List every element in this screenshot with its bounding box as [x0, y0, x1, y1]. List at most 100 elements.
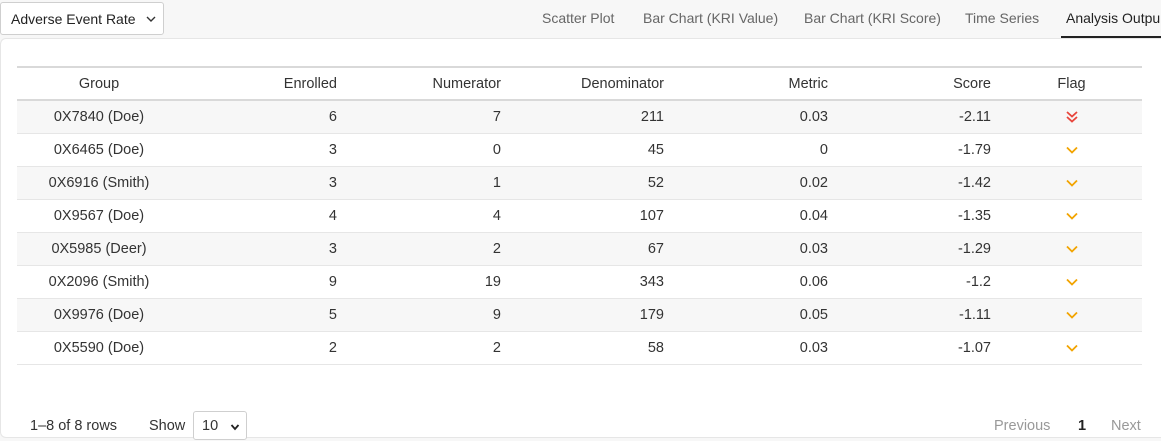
chevron-down-icon [145, 13, 157, 25]
cell-denominator: 107 [511, 200, 674, 233]
table-row[interactable]: 0X6916 (Smith) 3 1 52 0.02 -1.42 [17, 167, 1142, 200]
tab-bar-chart-kri-value[interactable]: Bar Chart (KRI Value) [643, 10, 778, 26]
cell-metric: 0 [674, 134, 838, 167]
table-header-row: Group Enrolled Numerator Denominator Met… [17, 67, 1142, 100]
cell-metric: 0.02 [674, 167, 838, 200]
cell-numerator: 0 [347, 134, 511, 167]
cell-group: 0X9567 (Doe) [17, 200, 181, 233]
cell-denominator: 179 [511, 299, 674, 332]
cell-enrolled: 9 [181, 266, 347, 299]
page-size-value: 10 [202, 418, 218, 434]
tab-scatter-plot[interactable]: Scatter Plot [542, 10, 614, 26]
cell-group: 0X5590 (Doe) [17, 332, 181, 365]
cell-numerator: 9 [347, 299, 511, 332]
cell-group: 0X6916 (Smith) [17, 167, 181, 200]
column-header-group[interactable]: Group [17, 67, 181, 100]
cell-score: -1.42 [838, 167, 1001, 200]
cell-enrolled: 3 [181, 233, 347, 266]
chevron-down-icon [230, 422, 240, 432]
table-body: 0X7840 (Doe) 6 7 211 0.03 -2.11 0X6465 (Doe) 3 0… [17, 100, 1142, 365]
cell-flag [1001, 134, 1142, 167]
cell-denominator: 58 [511, 332, 674, 365]
cell-flag [1001, 266, 1142, 299]
cell-metric: 0.05 [674, 299, 838, 332]
cell-numerator: 7 [347, 100, 511, 134]
cell-numerator: 2 [347, 332, 511, 365]
cell-flag [1001, 200, 1142, 233]
cell-score: -1.29 [838, 233, 1001, 266]
top-bar: Adverse Event Rate Scatter Plot Bar Char… [0, 0, 1161, 38]
chevron-down-icon [1065, 143, 1079, 157]
tab-bar-chart-kri-score[interactable]: Bar Chart (KRI Score) [804, 10, 941, 26]
cell-group: 0X2096 (Smith) [17, 266, 181, 299]
previous-page-button[interactable]: Previous [994, 418, 1050, 434]
table-row[interactable]: 0X6465 (Doe) 3 0 45 0 -1.79 [17, 134, 1142, 167]
column-header-metric[interactable]: Metric [674, 67, 838, 100]
cell-enrolled: 6 [181, 100, 347, 134]
cell-group: 0X6465 (Doe) [17, 134, 181, 167]
cell-denominator: 343 [511, 266, 674, 299]
cell-score: -1.79 [838, 134, 1001, 167]
double-chevron-down-icon [1065, 110, 1079, 124]
cell-score: -2.11 [838, 100, 1001, 134]
cell-flag [1001, 299, 1142, 332]
cell-denominator: 67 [511, 233, 674, 266]
cell-numerator: 1 [347, 167, 511, 200]
cell-denominator: 52 [511, 167, 674, 200]
cell-score: -1.07 [838, 332, 1001, 365]
metric-dropdown-value: Adverse Event Rate [11, 11, 136, 27]
table-row[interactable]: 0X7840 (Doe) 6 7 211 0.03 -2.11 [17, 100, 1142, 134]
cell-flag [1001, 332, 1142, 365]
analysis-table: Group Enrolled Numerator Denominator Met… [17, 66, 1142, 365]
column-header-numerator[interactable]: Numerator [347, 67, 511, 100]
cell-metric: 0.03 [674, 100, 838, 134]
column-header-flag[interactable]: Flag [1001, 67, 1142, 100]
chevron-down-icon [1065, 176, 1079, 190]
table-row[interactable]: 0X2096 (Smith) 9 19 343 0.06 -1.2 [17, 266, 1142, 299]
cell-metric: 0.03 [674, 233, 838, 266]
cell-group: 0X5985 (Deer) [17, 233, 181, 266]
column-header-enrolled[interactable]: Enrolled [181, 67, 347, 100]
cell-denominator: 45 [511, 134, 674, 167]
cell-metric: 0.04 [674, 200, 838, 233]
cell-denominator: 211 [511, 100, 674, 134]
cell-score: -1.35 [838, 200, 1001, 233]
column-header-score[interactable]: Score [838, 67, 1001, 100]
cell-enrolled: 3 [181, 134, 347, 167]
table-row[interactable]: 0X5590 (Doe) 2 2 58 0.03 -1.07 [17, 332, 1142, 365]
table-footer: 1–8 of 8 rows Show 10 Previous 1 Next [1, 411, 1161, 441]
cell-flag [1001, 167, 1142, 200]
chevron-down-icon [1065, 242, 1079, 256]
column-header-denominator[interactable]: Denominator [511, 67, 674, 100]
cell-group: 0X9976 (Doe) [17, 299, 181, 332]
chevron-down-icon [1065, 308, 1079, 322]
cell-flag [1001, 100, 1142, 134]
chevron-down-icon [1065, 209, 1079, 223]
table-row[interactable]: 0X5985 (Deer) 3 2 67 0.03 -1.29 [17, 233, 1142, 266]
tab-analysis-output[interactable]: Analysis Outpu [1066, 10, 1160, 26]
cell-metric: 0.06 [674, 266, 838, 299]
tab-time-series[interactable]: Time Series [965, 10, 1039, 26]
chevron-down-icon [1065, 275, 1079, 289]
cell-score: -1.2 [838, 266, 1001, 299]
table-row[interactable]: 0X9567 (Doe) 4 4 107 0.04 -1.35 [17, 200, 1142, 233]
page-size-select[interactable]: 10 [193, 411, 247, 440]
next-page-button[interactable]: Next [1111, 418, 1141, 434]
cell-group: 0X7840 (Doe) [17, 100, 181, 134]
cell-enrolled: 2 [181, 332, 347, 365]
metric-dropdown[interactable]: Adverse Event Rate [0, 2, 164, 35]
cell-flag [1001, 233, 1142, 266]
cell-metric: 0.03 [674, 332, 838, 365]
cell-enrolled: 3 [181, 167, 347, 200]
cell-numerator: 19 [347, 266, 511, 299]
rows-info: 1–8 of 8 rows [30, 418, 117, 434]
cell-score: -1.11 [838, 299, 1001, 332]
cell-enrolled: 5 [181, 299, 347, 332]
analysis-output-panel: Group Enrolled Numerator Denominator Met… [0, 38, 1161, 438]
table-row[interactable]: 0X9976 (Doe) 5 9 179 0.05 -1.11 [17, 299, 1142, 332]
cell-numerator: 4 [347, 200, 511, 233]
cell-enrolled: 4 [181, 200, 347, 233]
page-1-button[interactable]: 1 [1078, 418, 1086, 434]
show-label: Show [149, 418, 185, 434]
chevron-down-icon [1065, 341, 1079, 355]
